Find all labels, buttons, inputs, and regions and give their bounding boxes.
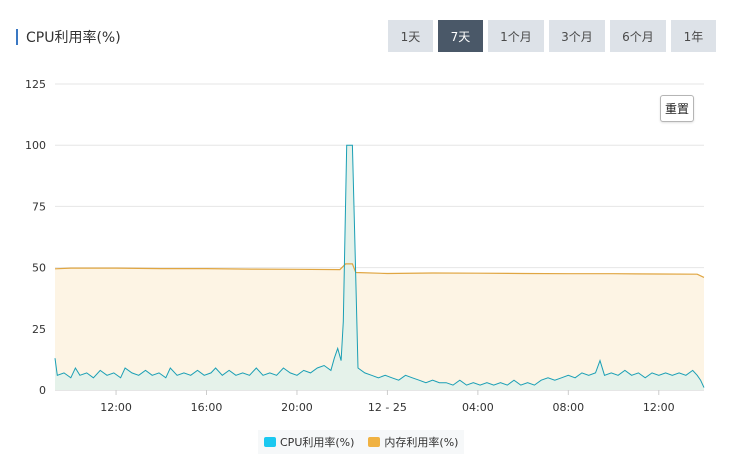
range-button-6m[interactable]: 6个月 xyxy=(610,20,666,52)
legend-item-memory[interactable]: 内存利用率(%) xyxy=(368,434,458,450)
legend-swatch-memory xyxy=(368,437,381,447)
y-tick-label-0: 0 xyxy=(39,384,46,397)
x-tick-label-2: 20:00 xyxy=(281,401,313,414)
cpu-line xyxy=(54,144,705,388)
x-tick-label-0: 12:00 xyxy=(100,401,132,414)
title-accent-bar xyxy=(16,29,18,45)
x-tick-label-5: 08:00 xyxy=(552,401,584,414)
y-tick-label-100: 100 xyxy=(25,139,46,152)
legend-label-memory: 内存利用率(%) xyxy=(384,436,459,449)
y-tick-label-75: 75 xyxy=(32,200,46,213)
chart-title: CPU利用率(%) xyxy=(26,30,121,46)
y-tick-label-25: 25 xyxy=(32,323,46,336)
y-tick-label-125: 125 xyxy=(25,78,46,91)
time-range-selector: 1天 7天 1个月 3个月 6个月 1年 xyxy=(388,20,716,52)
legend-label-cpu: CPU利用率(%) xyxy=(280,436,355,449)
legend-swatch-cpu xyxy=(264,437,276,447)
chart-legend: CPU利用率(%) 内存利用率(%) xyxy=(258,430,465,454)
x-tick-label-1: 16:00 xyxy=(191,401,223,414)
usage-chart: 0 25 50 75 100 125 12:00 16:00 20:00 12 - 25 04:00… xyxy=(25,78,705,414)
range-button-1m[interactable]: 1个月 xyxy=(488,20,544,52)
range-button-3m[interactable]: 3个月 xyxy=(549,20,605,52)
y-tick-label-50: 50 xyxy=(32,262,46,275)
x-tick-label-4: 04:00 xyxy=(462,401,494,414)
memory-line xyxy=(54,263,705,278)
legend-item-cpu[interactable]: CPU利用率(%) xyxy=(264,434,354,450)
x-tick-label-3: 12 - 25 xyxy=(368,401,407,414)
memory-area xyxy=(55,263,704,390)
range-button-1y[interactable]: 1年 xyxy=(671,20,716,52)
x-tick-label-6: 12:00 xyxy=(643,401,675,414)
range-button-7d[interactable]: 7天 xyxy=(438,20,483,52)
reset-zoom-button[interactable]: 重置 xyxy=(660,95,694,122)
chart-title-area: CPU利用率(%) xyxy=(16,28,121,46)
range-button-1d[interactable]: 1天 xyxy=(388,20,433,52)
